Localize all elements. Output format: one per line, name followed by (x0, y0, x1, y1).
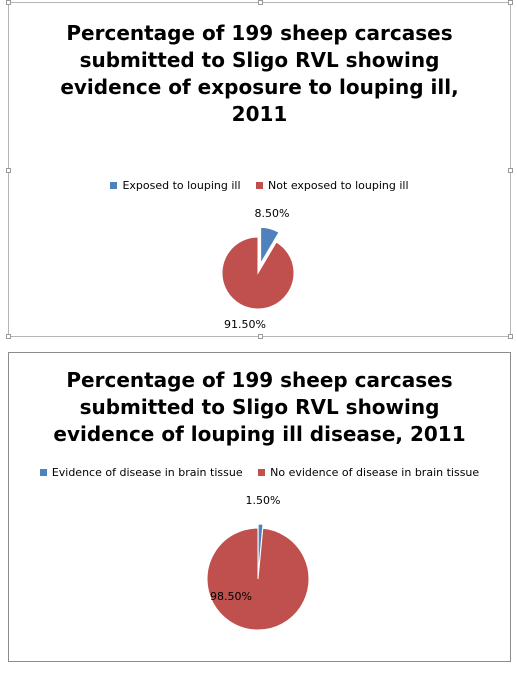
legend-item: No evidence of disease in brain tissue (258, 466, 479, 479)
pie-slice (221, 236, 295, 310)
legend-swatch (258, 469, 266, 476)
pie-slice (206, 527, 310, 631)
resize-handle[interactable] (258, 334, 263, 339)
pie-plot: 1.50% 98.50% (206, 494, 310, 631)
chart-legend: Evidence of disease in brain tissue No e… (9, 466, 510, 479)
resize-handle[interactable] (6, 334, 11, 339)
legend-swatch (39, 469, 47, 476)
legend-item: Exposed to louping ill (110, 179, 241, 192)
chart-title: Percentage of 199 sheep carcases submitt… (53, 368, 466, 446)
legend-label: Not exposed to louping ill (268, 179, 409, 192)
legend-swatch (256, 182, 264, 189)
resize-handle[interactable] (508, 168, 513, 173)
legend-item: Evidence of disease in brain tissue (39, 466, 243, 479)
data-label: 8.50% (255, 207, 290, 220)
chart-legend: Exposed to louping ill Not exposed to lo… (9, 179, 510, 192)
chart-disease[interactable]: Percentage of 199 sheep carcases submitt… (8, 352, 511, 662)
data-label: 91.50% (224, 318, 266, 331)
legend-label: No evidence of disease in brain tissue (270, 466, 480, 479)
resize-handle[interactable] (508, 0, 513, 5)
data-label: 1.50% (246, 494, 281, 507)
legend-swatch (110, 182, 118, 189)
resize-handle[interactable] (6, 168, 11, 173)
legend-label: Evidence of disease in brain tissue (51, 466, 243, 479)
legend-label: Exposed to louping ill (122, 179, 241, 192)
chart-exposure[interactable]: Percentage of 199 sheep carcases submitt… (6, 0, 513, 339)
resize-handle[interactable] (258, 0, 263, 5)
pie-plot: 8.50% 91.50% (221, 207, 295, 331)
chart-title: Percentage of 199 sheep carcases submitt… (60, 21, 459, 126)
pie-slice (260, 226, 280, 266)
resize-handle[interactable] (6, 0, 11, 5)
data-label: 98.50% (210, 590, 252, 603)
resize-handle[interactable] (508, 334, 513, 339)
legend-item: Not exposed to louping ill (256, 179, 409, 192)
